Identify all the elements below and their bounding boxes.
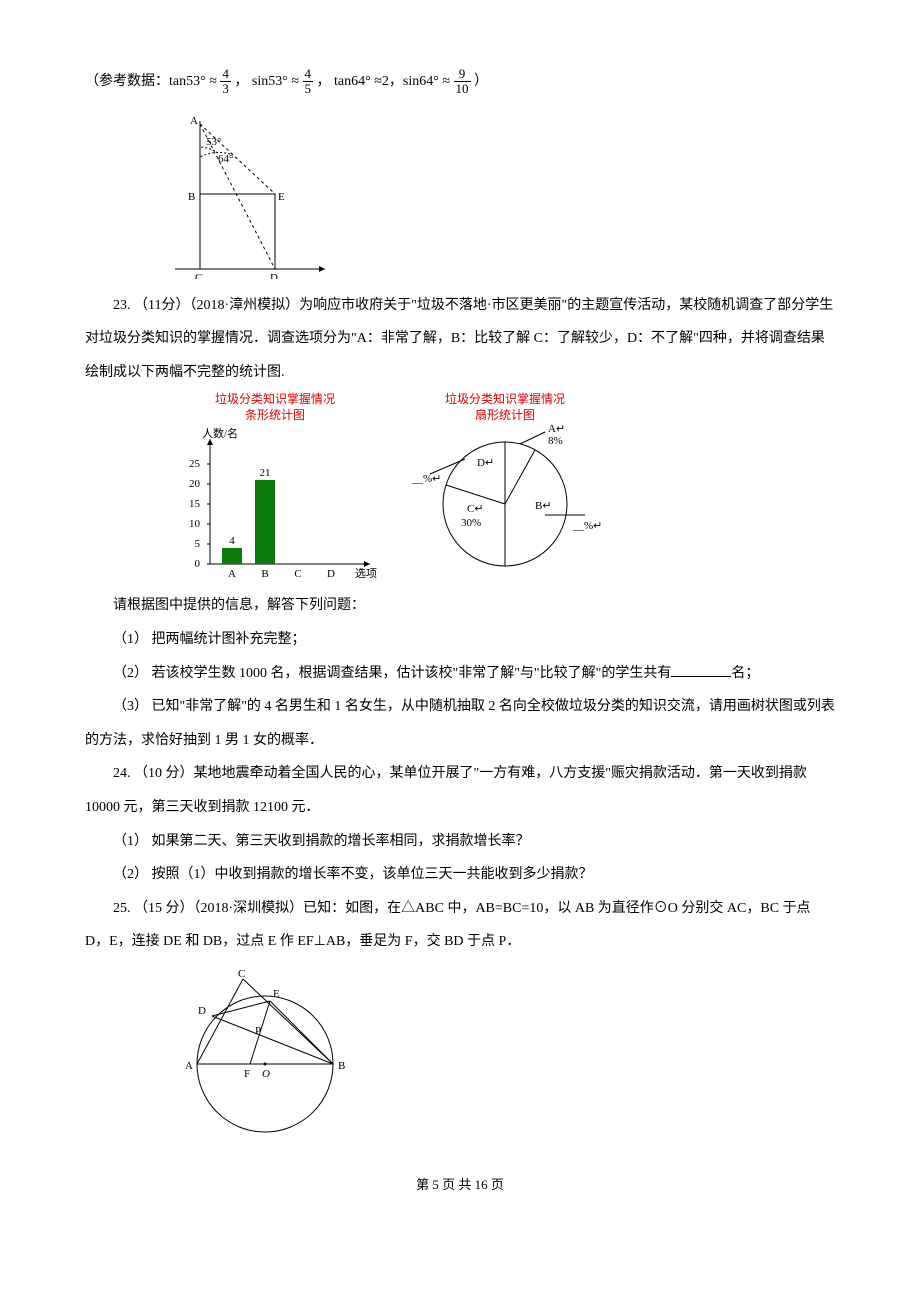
- svg-text:25: 25: [189, 458, 201, 470]
- lbl-f25: F: [244, 1068, 250, 1080]
- lbl-p25: P: [255, 1025, 261, 1037]
- label-e: E: [278, 191, 285, 203]
- q24-intro: 24. （10 分）某地地震牵动着全国人民的心，某单位开展了"一方有难，八方支援…: [85, 757, 835, 824]
- q25-intro: 25. （15 分）（2018·深圳模拟）已知：如图，在△ABC 中，AB=BC…: [85, 892, 835, 959]
- pie-d: D↵: [477, 457, 494, 469]
- bar-b-val: 21: [260, 467, 271, 479]
- svg-text:5: 5: [195, 538, 201, 550]
- q23-p2b: 名；: [731, 666, 759, 681]
- q24-p1: （1） 如果第二天、第三天收到捐款的增长率相同，求捐款增长率？: [85, 825, 835, 859]
- pie-chart: 垃圾分类知识掌握情况 扇形统计图 A↵ 8% B↵ __%↵ C↵ 30% D↵…: [390, 389, 620, 589]
- q23-after: 请根据图中提供的信息，解答下列问题：: [85, 589, 835, 623]
- q23-p1: （1） 把两幅统计图补充完整；: [85, 623, 835, 657]
- q23-p2: （2） 若该校学生数 1000 名，根据调查结果，估计该校"非常了解"与"比较了…: [85, 657, 835, 691]
- lbl-c25: C: [238, 969, 245, 980]
- svg-text:20: 20: [189, 478, 201, 490]
- bar-b: [255, 480, 275, 564]
- diagram-q25: A B C D E F O P: [170, 969, 835, 1139]
- pie-title2: 扇形统计图: [475, 407, 535, 422]
- diagram-q22: A B E C D 53° 64°: [170, 109, 835, 279]
- ref-mid2: ， tan64° ≈2，sin64° ≈: [317, 74, 451, 89]
- pie-title1: 垃圾分类知识掌握情况: [445, 391, 565, 406]
- q23-intro: 23. （11分）（2018·漳州模拟）为响应市收府关于"垃圾不落地·市区更美丽…: [85, 289, 835, 390]
- bar-ylabel: 人数/名: [202, 426, 238, 440]
- ref-prefix: （参考数据：tan53° ≈: [85, 74, 217, 89]
- xcat-c: C: [294, 568, 301, 580]
- pie-d-pct: __%↵: [411, 473, 441, 485]
- pie-c-pct: 30%: [461, 517, 481, 529]
- pie-b: B↵: [535, 500, 552, 512]
- reference-data: （参考数据：tan53° ≈ 43 ， sin53° ≈ 45 ， tan64°…: [85, 65, 835, 99]
- q23-p3: （3） 已知"非常了解"的 4 名男生和 1 名女生，从中随机抽取 2 名向全校…: [85, 690, 835, 757]
- charts-q23: 垃圾分类知识掌握情况 条形统计图 人数/名 0 5 10 15 20 25 4 …: [170, 389, 835, 589]
- frac-2: 45: [303, 67, 314, 97]
- bar-title2: 条形统计图: [245, 408, 305, 422]
- label-b: B: [188, 191, 195, 203]
- bar-xlabel: 选项: [355, 567, 377, 580]
- bar-a: [222, 548, 242, 564]
- label-d: D: [270, 272, 278, 279]
- lbl-a25: A: [185, 1060, 193, 1072]
- xcat-a: A: [228, 568, 236, 580]
- svg-text:10: 10: [189, 518, 201, 530]
- pie-b-pct: __%↵: [572, 520, 602, 532]
- bar-a-val: 4: [229, 535, 235, 547]
- yticks: 0 5 10 15 20 25: [189, 458, 210, 570]
- frac-1: 43: [220, 67, 231, 97]
- q24-p2: （2） 按照（1）中收到捐款的增长率不变，该单位三天一共能收到多少捐款？: [85, 858, 835, 892]
- page-footer: 第 5 页 共 16 页: [85, 1169, 835, 1200]
- xcat-b: B: [261, 568, 268, 580]
- lbl-d25: D: [198, 1005, 206, 1017]
- label-c: C: [195, 272, 202, 279]
- label-ang2: 64°: [218, 153, 233, 165]
- frac-3: 910: [454, 67, 471, 97]
- lbl-e25: E: [273, 988, 280, 1000]
- ref-suffix: ）: [474, 74, 488, 89]
- pie-c: C↵: [467, 503, 484, 515]
- blank-input[interactable]: [671, 662, 731, 677]
- q23-p2a: （2） 若该校学生数 1000 名，根据调查结果，估计该校"非常了解"与"比较了…: [113, 666, 671, 681]
- label-ang1: 53°: [206, 136, 221, 148]
- pie-a-pct: 8%: [548, 435, 563, 447]
- bar-chart: 垃圾分类知识掌握情况 条形统计图 人数/名 0 5 10 15 20 25 4 …: [170, 389, 380, 589]
- svg-text:0: 0: [195, 558, 201, 570]
- pie-a: A↵: [548, 423, 565, 435]
- label-a: A: [190, 115, 198, 127]
- bar-title1: 垃圾分类知识掌握情况: [215, 391, 335, 406]
- lbl-b25: B: [338, 1060, 345, 1072]
- xcat-d: D: [327, 568, 335, 580]
- svg-text:15: 15: [189, 498, 201, 510]
- ref-mid1: ， sin53° ≈: [234, 74, 299, 89]
- lbl-o25: O: [262, 1068, 270, 1080]
